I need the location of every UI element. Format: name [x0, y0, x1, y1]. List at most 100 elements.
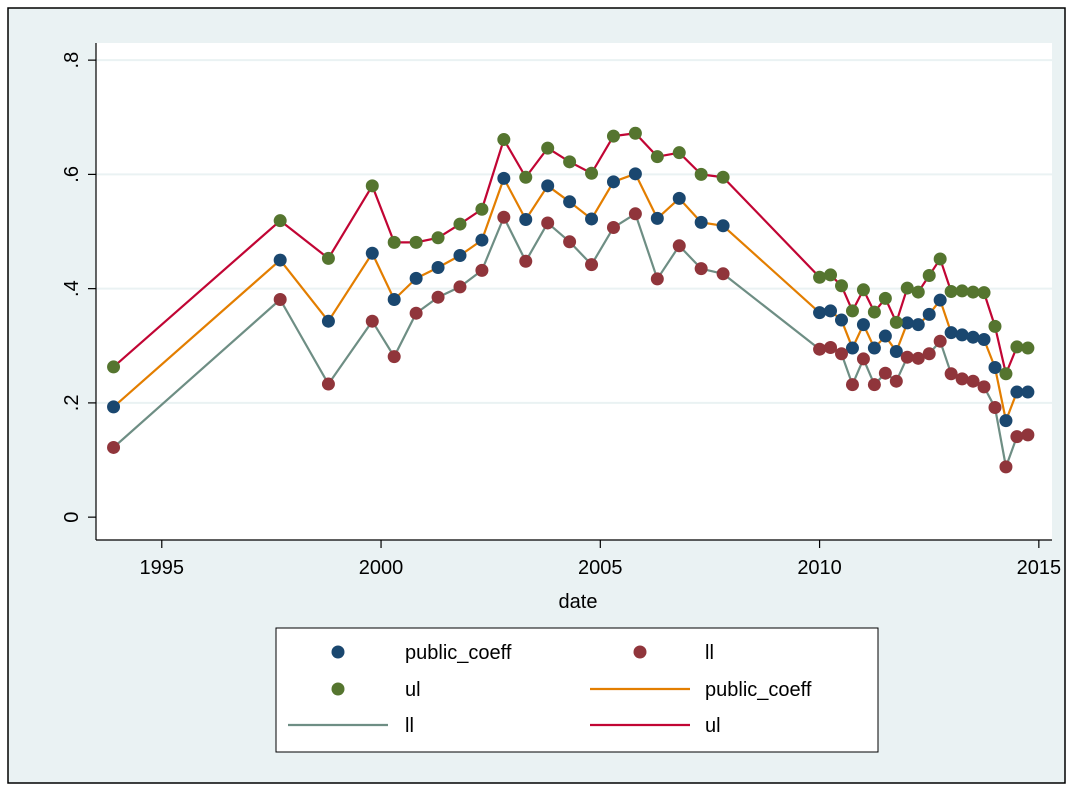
- data-point-ul: [519, 170, 533, 184]
- data-point-ll: [628, 207, 642, 221]
- data-point-public-coeff: [321, 314, 335, 328]
- data-point-ll: [1010, 430, 1024, 444]
- data-point-ll: [431, 290, 445, 304]
- data-point-ul: [475, 202, 489, 216]
- data-point-ll: [813, 342, 827, 356]
- legend-ul-marker-symbol: [331, 682, 345, 696]
- legend-public-coeff-marker-label: public_coeff: [405, 642, 512, 664]
- data-point-ul: [867, 305, 881, 319]
- data-point-ul: [541, 141, 555, 155]
- y-tick-label: .6: [61, 166, 83, 183]
- data-point-public-coeff: [933, 293, 947, 307]
- data-point-ul: [900, 281, 914, 295]
- data-point-ll: [650, 272, 664, 286]
- data-point-public-coeff: [911, 318, 925, 332]
- data-point-ll: [321, 377, 335, 391]
- data-point-ul: [273, 214, 287, 228]
- data-point-ul: [878, 291, 892, 305]
- data-point-ul: [716, 170, 730, 184]
- legend-ul-line-label: ul: [705, 715, 721, 737]
- data-point-public-coeff: [519, 213, 533, 227]
- data-point-ll: [878, 366, 892, 380]
- data-point-public-coeff: [999, 414, 1013, 428]
- data-point-ll: [889, 374, 903, 388]
- data-point-ll: [365, 314, 379, 328]
- data-point-ul: [835, 279, 848, 293]
- data-point-public-coeff: [988, 360, 1002, 374]
- data-point-ul: [365, 179, 379, 193]
- data-point-ll: [1021, 428, 1035, 442]
- y-tick-label: .2: [61, 395, 83, 412]
- data-point-public-coeff: [453, 249, 467, 263]
- data-point-public-coeff: [716, 219, 730, 233]
- data-point-ll: [497, 210, 511, 224]
- data-point-ll: [453, 280, 467, 294]
- plot-area: [96, 43, 1052, 540]
- legend-ll-marker-label: ll: [705, 642, 714, 664]
- data-point-public-coeff: [273, 253, 287, 267]
- data-point-ll: [922, 347, 936, 361]
- x-tick-label: 2000: [359, 557, 404, 579]
- data-point-public-coeff: [694, 215, 708, 229]
- data-point-ul: [628, 126, 642, 140]
- data-point-public-coeff: [431, 261, 445, 275]
- data-point-ll: [867, 378, 881, 392]
- legend-public-coeff-line-label: public_coeff: [705, 679, 812, 701]
- data-point-ll: [845, 378, 859, 392]
- data-point-ll: [955, 372, 969, 386]
- data-point-ul: [453, 217, 467, 231]
- data-point-public-coeff: [387, 293, 401, 306]
- data-point-ul: [966, 285, 980, 299]
- data-point-ul: [988, 319, 1002, 333]
- data-point-ll: [387, 350, 401, 364]
- data-point-ll: [716, 267, 730, 281]
- data-point-ll: [911, 351, 925, 365]
- data-point-ll: [944, 367, 958, 381]
- data-point-public-coeff: [497, 171, 511, 185]
- data-point-ll: [966, 374, 980, 388]
- data-point-ll: [694, 262, 708, 276]
- data-point-public-coeff: [944, 326, 958, 340]
- data-point-public-coeff: [878, 329, 892, 343]
- data-point-ul: [824, 268, 838, 282]
- data-point-ul: [107, 360, 121, 374]
- data-point-ul: [856, 283, 870, 297]
- data-point-public-coeff: [955, 328, 969, 342]
- data-point-public-coeff: [977, 332, 991, 346]
- data-point-public-coeff: [541, 179, 555, 193]
- data-point-public-coeff: [365, 246, 379, 260]
- legend-ll-line-label: ll: [405, 715, 414, 737]
- y-tick-label: .4: [61, 280, 83, 297]
- data-point-public-coeff: [628, 167, 642, 181]
- data-point-ul: [321, 251, 335, 265]
- data-point-public-coeff: [845, 341, 859, 355]
- data-point-public-coeff: [856, 318, 870, 332]
- data-point-public-coeff: [813, 306, 827, 320]
- data-point-ul: [606, 129, 620, 143]
- data-point-ll: [107, 440, 121, 454]
- data-point-ll: [541, 216, 555, 230]
- data-point-ll: [988, 400, 1002, 414]
- data-point-public-coeff: [867, 341, 881, 355]
- data-point-ll: [563, 235, 577, 249]
- data-point-public-coeff: [824, 304, 838, 318]
- data-point-ll: [999, 460, 1013, 474]
- data-point-ll: [933, 334, 947, 348]
- x-tick-label: 2015: [1017, 557, 1062, 579]
- data-point-ul: [585, 166, 599, 180]
- data-point-ll: [585, 258, 599, 272]
- data-point-public-coeff: [409, 271, 423, 285]
- data-point-ul: [431, 231, 445, 245]
- data-point-ul: [694, 167, 708, 181]
- data-point-public-coeff: [585, 212, 599, 226]
- data-point-public-coeff: [1010, 385, 1024, 399]
- data-point-public-coeff: [889, 344, 903, 358]
- data-point-ul: [911, 285, 925, 299]
- data-point-ll: [475, 263, 489, 277]
- data-point-public-coeff: [563, 195, 577, 209]
- data-point-public-coeff: [922, 307, 936, 321]
- data-point-public-coeff: [835, 313, 848, 327]
